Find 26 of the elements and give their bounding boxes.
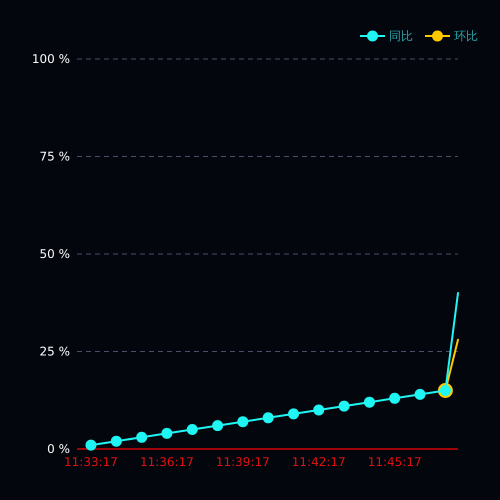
y-tick-label: 75 % <box>40 150 70 164</box>
point <box>212 420 224 432</box>
legend-label: 同比 <box>389 29 413 44</box>
y-tick-label: 0 % <box>47 442 70 456</box>
point <box>262 412 274 424</box>
point <box>237 416 248 428</box>
point <box>85 440 96 451</box>
point <box>338 400 350 412</box>
point <box>364 396 375 408</box>
y-tick-label: 25 % <box>40 344 70 359</box>
point <box>161 428 172 439</box>
point <box>313 404 324 416</box>
x-tick-label: 11:36:17 <box>140 455 194 469</box>
y-tick-label: 100 % <box>32 52 70 66</box>
x-tick-label: 11:45:17 <box>368 455 422 469</box>
x-tick-label: 11:33:17 <box>64 455 118 469</box>
x-tick-label: 11:42:17 <box>292 455 346 469</box>
x-tick-label: 11:39:17 <box>216 455 270 469</box>
point <box>389 392 400 404</box>
point <box>186 424 198 435</box>
y-tick-label: 50 % <box>40 247 70 262</box>
point <box>414 388 426 400</box>
legend-label: 环比 <box>454 29 478 44</box>
point <box>136 432 148 443</box>
point <box>110 436 122 447</box>
point <box>288 408 300 420</box>
